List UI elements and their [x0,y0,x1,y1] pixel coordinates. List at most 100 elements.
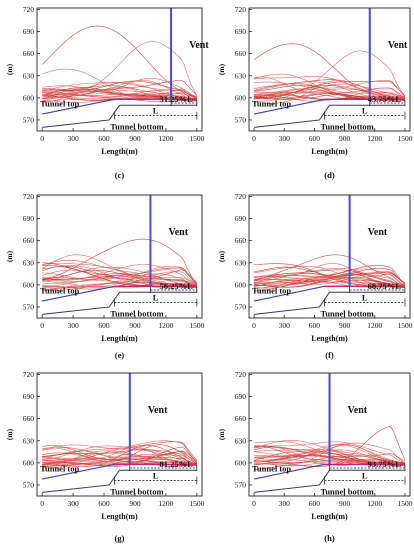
y-tick-label: 570 [23,115,35,124]
x-axis-label: Length(m) [311,147,348,156]
series-line [253,266,406,288]
x-tick-label: 600 [309,499,321,508]
series-line [42,260,197,288]
series-line [253,83,406,100]
plot-area [253,373,406,493]
chart-panel: 570 600 630 660 690 720 0 300 600 900 1200 1500 (m) L… [217,370,413,543]
chart-panel: 570 600 630 660 690 720 0 300 600 900 1200 1500 (m) L… [217,5,413,180]
x-tick-label: 300 [67,499,79,508]
series-line [42,444,197,466]
axes-frame [36,372,203,497]
y-tick-label: 600 [23,93,35,102]
series-line [42,272,197,288]
x-tick-label: 600 [98,321,110,330]
series-line [42,459,197,468]
y-tick-label: 570 [235,115,247,124]
y-tick-label: 690 [23,392,35,401]
panel-label: (f) [325,350,334,360]
x-tick-label: 1200 [367,321,382,330]
x-tick-label: 900 [339,321,351,330]
x-tick-label: 300 [67,134,79,143]
axes-frame [248,372,411,497]
x-tick-label: 600 [309,134,321,143]
vent-label: Vent [148,405,168,416]
x-tick-label: 1500 [189,134,204,143]
y-tick-label: 570 [235,480,247,489]
tunnel-bottom-label: Tunnel bottom [320,309,373,319]
y-axis-label: (m) [217,250,226,262]
series-line [42,269,198,290]
x-axis-label: Length(m) [101,147,138,156]
y-tick-label: 600 [23,458,35,467]
tunnel-bottom-label: Tunnel bottom [110,487,163,497]
x-tick-label: 1500 [189,499,204,508]
series-line [253,81,405,98]
x-tick-label: 1200 [158,499,173,508]
ratio-label: 68.75%L [368,281,402,291]
y-tick-label: 600 [235,280,247,289]
x-tick-label: 1500 [189,321,204,330]
series-line [253,278,406,288]
y-tick-label: 720 [235,5,247,14]
series-line [253,88,406,99]
tunnel-top-label: Tunnel top [40,286,79,296]
x-tick-label: 1200 [367,134,382,143]
panel-label: (g) [115,533,125,543]
length-label: L [362,293,368,303]
y-tick-label: 630 [235,436,247,445]
series-line [42,267,198,287]
y-tick-label: 690 [235,27,247,36]
x-tick-label: 900 [339,499,351,508]
x-axis-label: Length(m) [101,512,138,521]
x-tick-label: 1200 [158,321,173,330]
series-line [42,449,197,466]
series-line [42,267,198,283]
y-tick-label: 600 [235,93,247,102]
y-tick-label: 660 [23,49,35,58]
y-tick-label: 720 [23,370,35,379]
chart-panel: 570 600 630 660 690 720 0 300 600 900 1200 1500 (m) L… [5,192,205,360]
y-tick-label: 630 [23,71,35,80]
plot-area [253,8,406,128]
y-axis-label: (m) [217,63,226,75]
panel-label: (c) [115,170,125,180]
x-tick-label: 0 [252,499,256,508]
x-tick-label: 0 [252,134,256,143]
x-tick-label: 300 [279,134,291,143]
ratio-label: 43.75%L [368,94,402,104]
y-tick-label: 690 [235,214,247,223]
x-tick-label: 0 [252,321,256,330]
x-tick-label: 300 [279,499,291,508]
axes-frame [248,194,411,319]
x-tick-label: 1500 [397,499,412,508]
series-line [253,272,406,288]
ratio-label: 31.25%L [160,94,194,104]
plot-area [42,195,198,315]
length-label: L [153,106,159,116]
series-line [253,85,406,98]
x-tick-label: 1200 [367,499,382,508]
axes-frame [36,194,203,319]
plot-area [41,8,198,128]
x-axis-label: Length(m) [101,334,138,343]
series-line [253,275,406,289]
y-tick-label: 720 [235,192,247,201]
x-tick-label: 600 [98,499,110,508]
x-tick-label: 300 [67,321,79,330]
length-label: L [362,471,368,481]
y-axis-label: (m) [217,428,226,440]
y-tick-label: 660 [235,236,247,245]
ratio-label: 56.25%L [160,281,194,291]
length-label: L [153,471,159,481]
y-tick-label: 720 [235,370,247,379]
vent-label: Vent [388,40,408,51]
y-axis-label: (m) [5,250,14,262]
series-line [253,80,406,104]
axes-frame [36,7,203,132]
series-line [253,269,406,288]
x-tick-label: 0 [40,134,44,143]
series-line [42,270,197,286]
series-line [42,262,197,287]
series-line [42,266,198,291]
y-tick-label: 660 [235,414,247,423]
